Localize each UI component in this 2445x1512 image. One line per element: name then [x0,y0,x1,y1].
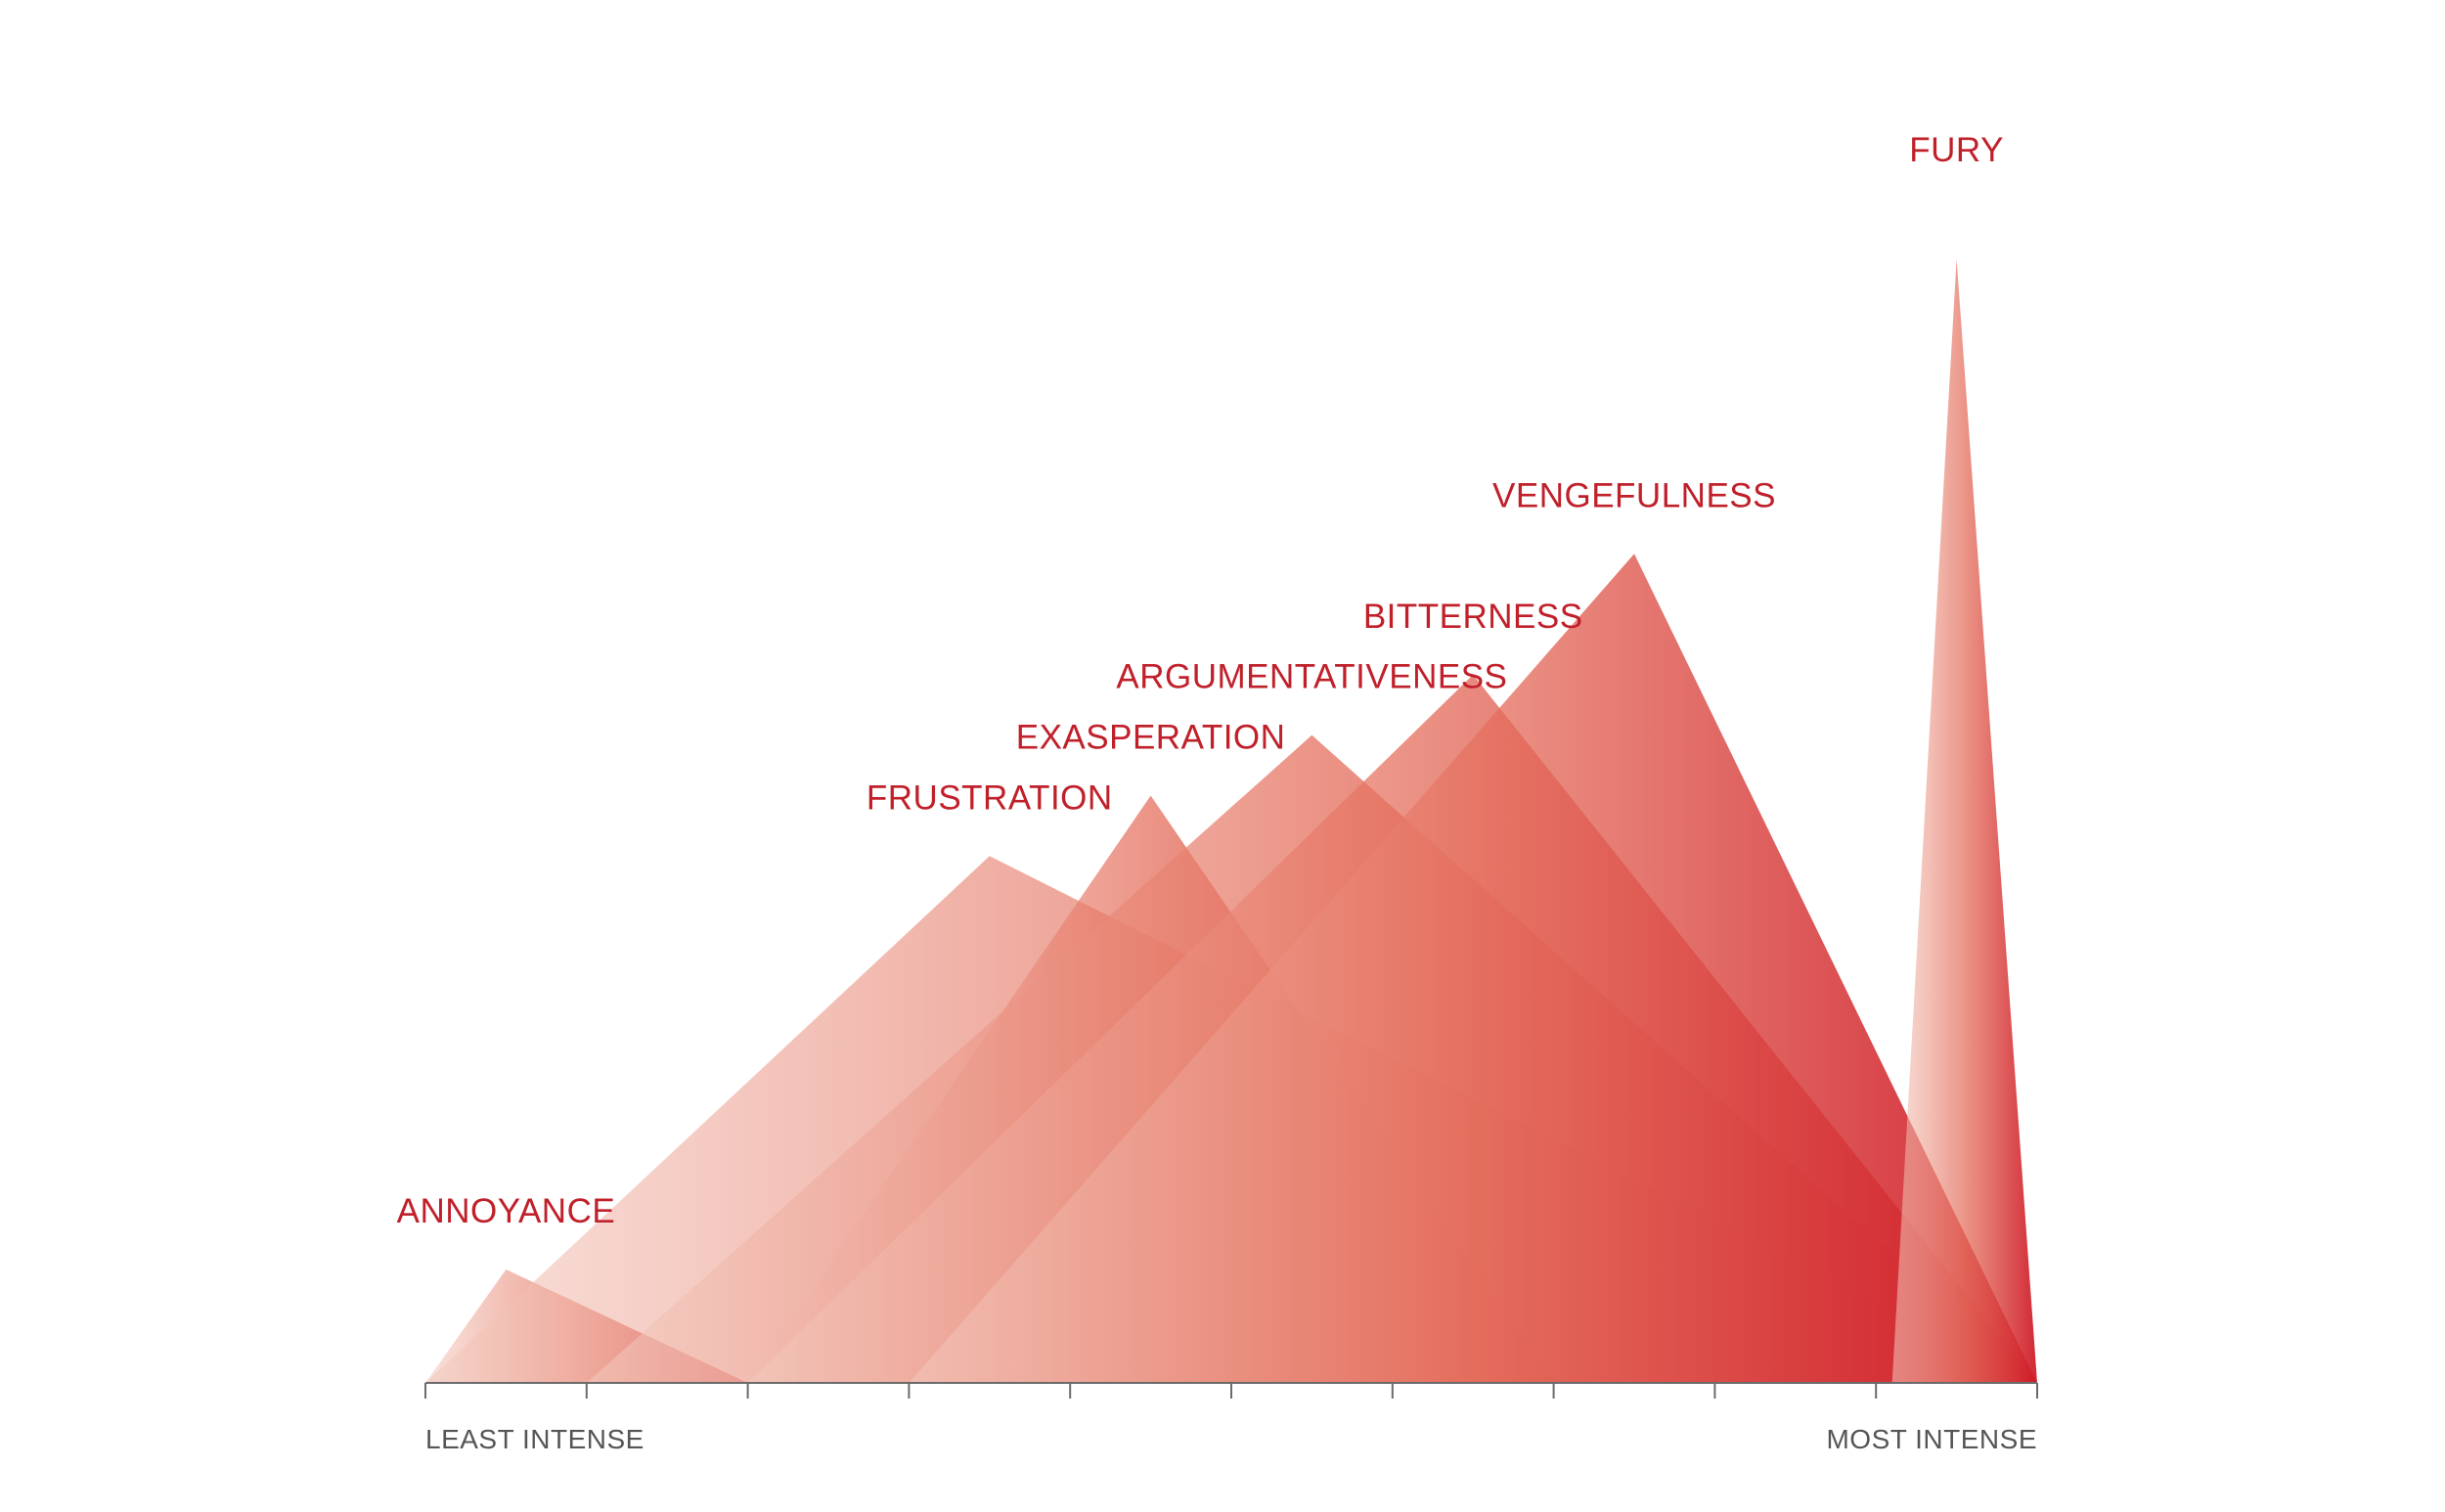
argumentativeness-label: ARGUMENTATIVENESS [1116,658,1507,696]
x-axis-max-label: MOST INTENSE [1826,1424,2037,1454]
vengefulness-label: VENGEFULNESS [1492,476,1776,514]
x-axis-ticks [424,1383,2038,1399]
frustration-label: FRUSTRATION [867,778,1113,817]
peak-areas [425,258,2037,1384]
fury-area [1891,258,2037,1384]
x-axis-min-label: LEAST INTENSE [425,1424,645,1454]
bitterness-label: BITTERNESS [1363,598,1583,636]
vengefulness-area [909,554,2037,1383]
x-axis: LEAST INTENSE MOST INTENSE [424,1382,2038,1454]
fury-label: FURY [1909,131,2004,169]
exasperation-label: EXASPERATION [1016,718,1286,756]
annoyance-label: ANNOYANCE [397,1192,616,1230]
peak-labels: ANNOYANCE FRUSTRATION EXASPERATION ARGUMENT… [397,131,2004,1230]
